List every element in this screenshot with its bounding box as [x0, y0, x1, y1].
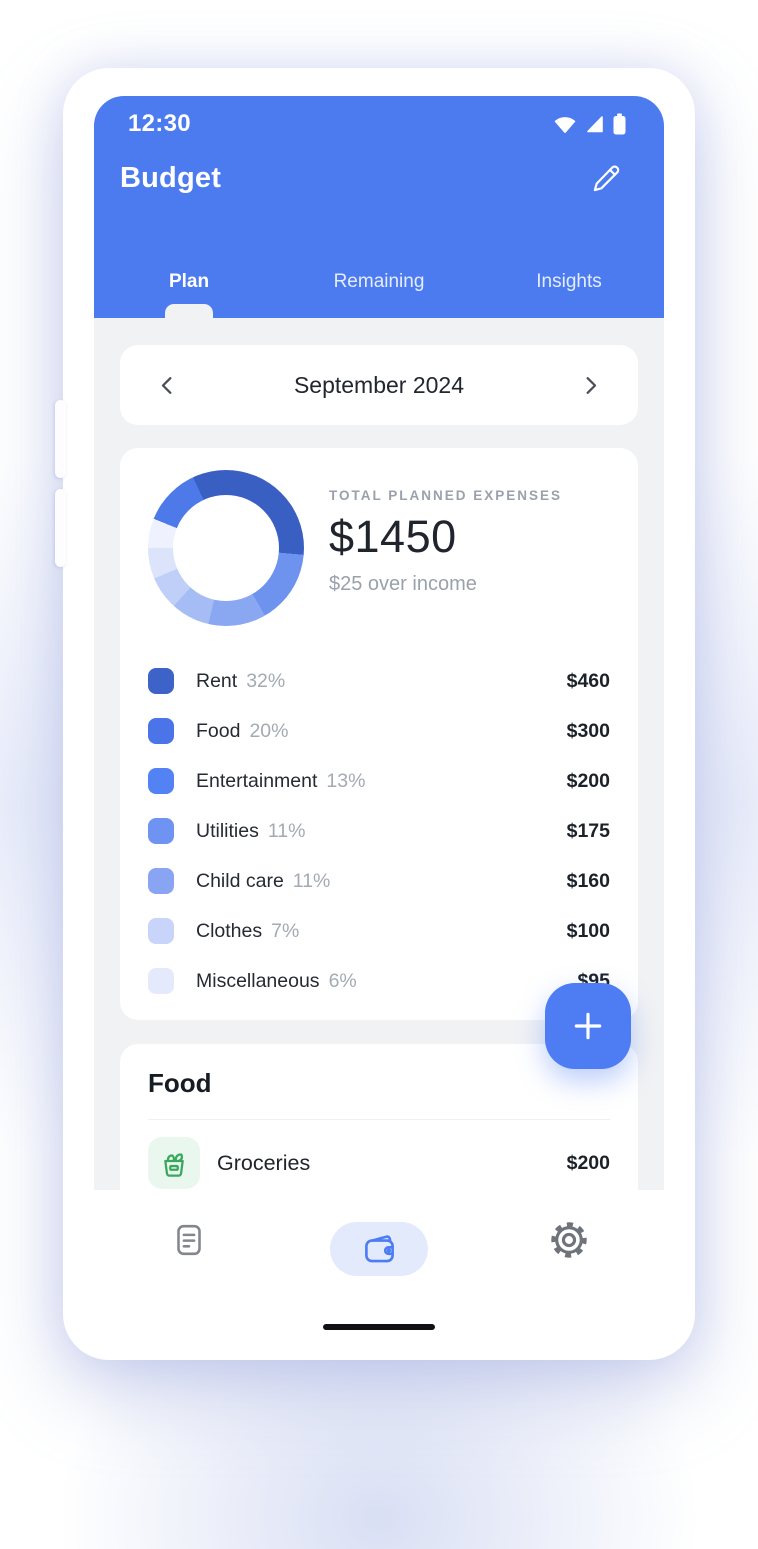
legend-amount: $175: [566, 819, 610, 842]
legend-row: Miscellaneous 6% $95: [148, 956, 610, 1006]
legend-swatch: [148, 968, 174, 994]
section-title: Food: [148, 1068, 212, 1098]
header-tab[interactable]: Remaining: [284, 268, 474, 318]
legend-percent: 13%: [326, 769, 366, 792]
legend-percent: 6%: [328, 969, 357, 992]
chevron-right-icon: [587, 376, 597, 394]
total-expenses-amount: $1450: [329, 511, 457, 562]
app-header: 12:30 Budget Plan Remaining Insights: [94, 96, 664, 318]
legend-row: Child care 11% $160: [148, 856, 610, 906]
previous-month-button[interactable]: [150, 368, 184, 402]
groceries-icon-badge: [148, 1137, 200, 1189]
food-section-card: Food Groceries $200: [120, 1044, 638, 1190]
notes-icon: [177, 1224, 201, 1256]
legend-swatch: [148, 718, 174, 744]
legend-row: Entertainment 13% $200: [148, 756, 610, 806]
divider: [148, 1119, 610, 1120]
header-tab[interactable]: Plan: [94, 268, 284, 318]
battery-icon: [613, 113, 626, 135]
volume-down-button: [55, 489, 66, 567]
nav-budget-button[interactable]: [330, 1222, 428, 1276]
legend-amount: $160: [566, 869, 610, 892]
plus-icon: [574, 1012, 602, 1040]
add-expense-button[interactable]: [545, 983, 631, 1069]
legend-percent: 11%: [292, 869, 331, 892]
legend-swatch: [148, 818, 174, 844]
legend-swatch: [148, 668, 174, 694]
list-item-groceries[interactable]: Groceries $200: [148, 1137, 610, 1189]
nav-transactions-button[interactable]: [171, 1222, 207, 1258]
item-amount: $200: [566, 1151, 610, 1174]
status-time: 12:30: [128, 110, 191, 137]
legend-category: Miscellaneous: [196, 969, 320, 992]
next-month-button[interactable]: [574, 368, 608, 402]
month-label: September 2024: [293, 371, 465, 398]
tab-label: Plan: [168, 271, 210, 292]
page-title: Budget: [120, 162, 222, 194]
legend-percent: 11%: [267, 819, 306, 842]
chevron-left-icon: [161, 376, 171, 394]
status-bar: 12:30: [94, 96, 664, 138]
pencil-icon: [593, 165, 620, 192]
tab-label: Remaining: [333, 271, 425, 292]
donut-chart: [148, 470, 304, 626]
legend-row: Utilities 11% $175: [148, 806, 610, 856]
legend-swatch: [148, 868, 174, 894]
cellular-icon: [587, 116, 603, 133]
content-area[interactable]: September 2024 TOTAL PLANNED EXPENSES $1…: [94, 318, 664, 1190]
edit-budget-button[interactable]: [591, 163, 622, 194]
phone-mockup: 12:30 Budget Plan Remaining Insights: [55, 68, 695, 1360]
legend-amount: $300: [566, 719, 610, 742]
legend-row: Food 20% $300: [148, 706, 610, 756]
legend-amount: $460: [566, 669, 610, 692]
category-legend: Rent 32% $460 Food 20% $300 Entertainmen…: [148, 656, 610, 1006]
header-tab[interactable]: Insights: [474, 268, 664, 318]
nav-settings-button[interactable]: [551, 1222, 587, 1258]
legend-category: Rent: [196, 669, 238, 692]
wallet-icon: [364, 1234, 394, 1262]
home-indicator[interactable]: [323, 1324, 435, 1330]
tab-label: Insights: [536, 271, 602, 292]
groceries-icon: [164, 1153, 184, 1177]
item-name: Groceries: [217, 1150, 311, 1175]
over-income-note: $25 over income: [329, 573, 477, 595]
legend-category: Child care: [196, 869, 284, 892]
legend-amount: $100: [566, 919, 610, 942]
legend-percent: 7%: [271, 919, 300, 942]
bottom-navigation: [94, 1190, 664, 1340]
status-icons: [553, 113, 626, 135]
legend-row: Clothes 7% $100: [148, 906, 610, 956]
legend-category: Clothes: [196, 919, 263, 942]
legend-category: Utilities: [196, 819, 259, 842]
legend-amount: $200: [566, 769, 610, 792]
wifi-icon: [554, 117, 576, 133]
legend-category: Entertainment: [196, 769, 318, 792]
month-selector: September 2024: [120, 345, 638, 425]
header-tabs: Plan Remaining Insights: [94, 268, 664, 318]
legend-swatch: [148, 918, 174, 944]
legend-row: Rent 32% $460: [148, 656, 610, 706]
active-tab-indicator: [165, 304, 213, 318]
total-expenses-label: TOTAL PLANNED EXPENSES: [329, 488, 563, 503]
legend-swatch: [148, 768, 174, 794]
settings-icon: [551, 1222, 587, 1258]
phone-screen: 12:30 Budget Plan Remaining Insights: [94, 96, 664, 1340]
legend-category: Food: [196, 719, 241, 742]
legend-percent: 20%: [249, 719, 289, 742]
budget-summary-card: TOTAL PLANNED EXPENSES $1450 $25 over in…: [120, 448, 638, 1020]
legend-percent: 32%: [246, 669, 286, 692]
volume-up-button: [55, 400, 66, 478]
